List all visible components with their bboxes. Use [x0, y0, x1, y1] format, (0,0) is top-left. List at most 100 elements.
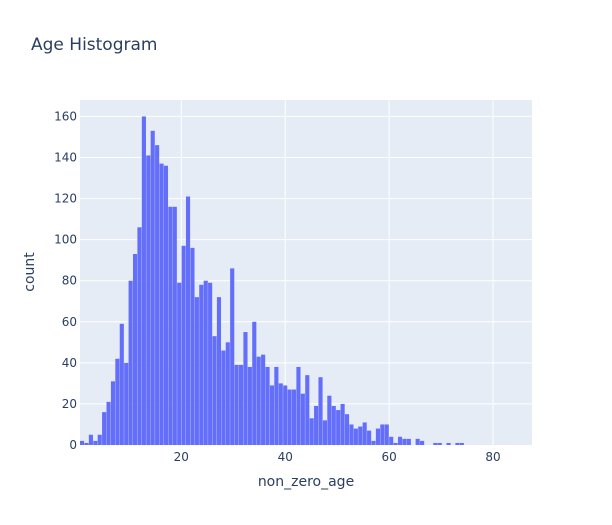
histogram-bar — [159, 163, 164, 445]
histogram-bar — [340, 403, 345, 445]
histogram-bar — [97, 434, 102, 445]
histogram-bar — [93, 440, 98, 445]
y-axis-label: count — [22, 252, 38, 292]
histogram-bar — [80, 440, 85, 445]
histogram-bar — [291, 389, 297, 445]
y-tick-label: 0 — [69, 438, 77, 452]
y-tick-label: 120 — [54, 192, 77, 206]
x-tick-label: 60 — [381, 450, 396, 464]
histogram-bar — [225, 342, 230, 445]
y-tick-label: 160 — [54, 109, 77, 123]
histogram-bar — [230, 268, 235, 445]
histogram-bar — [212, 336, 217, 445]
histogram-bar — [314, 405, 319, 445]
y-tick-label: 80 — [62, 274, 77, 288]
histogram-bar — [358, 426, 363, 445]
histogram-bar — [234, 364, 239, 445]
x-tick-label: 20 — [174, 450, 189, 464]
y-axis-tick-labels: 0 20 40 60 80 100 120 140 160 — [54, 109, 77, 452]
histogram-bar — [238, 364, 244, 445]
histogram-bar — [137, 227, 142, 445]
histogram-bar — [216, 297, 222, 445]
histogram-bar — [305, 375, 310, 445]
histogram-bar — [375, 428, 380, 445]
x-tick-label: 80 — [485, 450, 500, 464]
y-tick-label: 100 — [54, 233, 77, 247]
histogram-bar — [132, 254, 138, 445]
histogram-bar — [415, 438, 420, 445]
histogram-bar — [106, 401, 111, 446]
histogram-bar — [185, 196, 191, 445]
y-tick-label: 140 — [54, 151, 77, 165]
chart-title: Age Histogram — [31, 35, 157, 55]
histogram-bar — [168, 206, 173, 445]
histogram-bar — [336, 410, 341, 445]
histogram-bar — [84, 442, 89, 445]
histogram-bar — [371, 440, 376, 445]
histogram-bar — [397, 436, 403, 445]
histogram-bar — [261, 354, 266, 445]
histogram-bar — [322, 420, 328, 445]
histogram-bar — [455, 442, 460, 445]
histogram-bar — [110, 381, 116, 445]
x-tick-label: 40 — [278, 450, 293, 464]
histogram-bar — [459, 442, 464, 445]
histogram-bar — [247, 366, 252, 445]
y-tick-label: 60 — [62, 315, 77, 329]
histogram-bar — [384, 424, 389, 445]
histogram-bar — [287, 389, 292, 445]
bar-series — [80, 116, 464, 446]
histogram-bar — [380, 424, 385, 445]
histogram-bar — [194, 297, 199, 445]
histogram-bar — [269, 385, 275, 445]
histogram-bar — [155, 145, 160, 445]
histogram-bar — [318, 377, 323, 445]
histogram-bar — [344, 414, 350, 445]
histogram-bar — [124, 362, 129, 445]
histogram-bar — [119, 323, 124, 445]
histogram-bar — [274, 366, 279, 445]
histogram-bar — [437, 442, 442, 445]
histogram-bar — [88, 434, 93, 445]
histogram-bar — [283, 385, 288, 445]
histogram-bar — [115, 358, 120, 445]
y-tick-label: 40 — [62, 356, 77, 370]
histogram-bar — [393, 442, 398, 445]
histogram-bar — [141, 116, 146, 446]
histogram-bar — [203, 280, 208, 445]
histogram-bar — [296, 366, 301, 445]
histogram-bar — [243, 332, 248, 445]
histogram-bar — [300, 393, 305, 445]
histogram-bar — [389, 436, 394, 445]
histogram-bar — [433, 442, 438, 445]
histogram-bar — [172, 206, 177, 445]
histogram-bar — [278, 383, 283, 445]
histogram-bar — [327, 395, 332, 445]
histogram-bar — [362, 422, 367, 445]
histogram-bar — [150, 130, 155, 446]
histogram-bar — [256, 356, 261, 445]
histogram-bar — [190, 247, 195, 445]
histogram-bar — [402, 438, 407, 445]
histogram-bar — [128, 280, 133, 445]
histogram-bar — [367, 430, 372, 446]
histogram-bar — [163, 165, 169, 445]
histogram-bar — [406, 438, 411, 445]
histogram-bar — [199, 284, 204, 445]
histogram-bar — [221, 350, 226, 445]
histogram-bar — [252, 321, 257, 445]
y-tick-label: 20 — [62, 397, 77, 411]
histogram-bar — [181, 245, 186, 445]
histogram-bar — [208, 282, 213, 445]
histogram-bar — [331, 405, 336, 445]
histogram-bar — [146, 155, 151, 445]
x-axis-label: non_zero_age — [258, 474, 354, 490]
x-axis-tick-labels: 20 40 60 80 — [174, 450, 501, 464]
histogram-bar — [309, 418, 314, 445]
histogram-bar — [446, 442, 451, 445]
histogram-bar — [349, 424, 354, 445]
histogram-bar — [177, 282, 182, 445]
histogram-bar — [420, 440, 425, 445]
histogram-bar — [353, 428, 358, 445]
